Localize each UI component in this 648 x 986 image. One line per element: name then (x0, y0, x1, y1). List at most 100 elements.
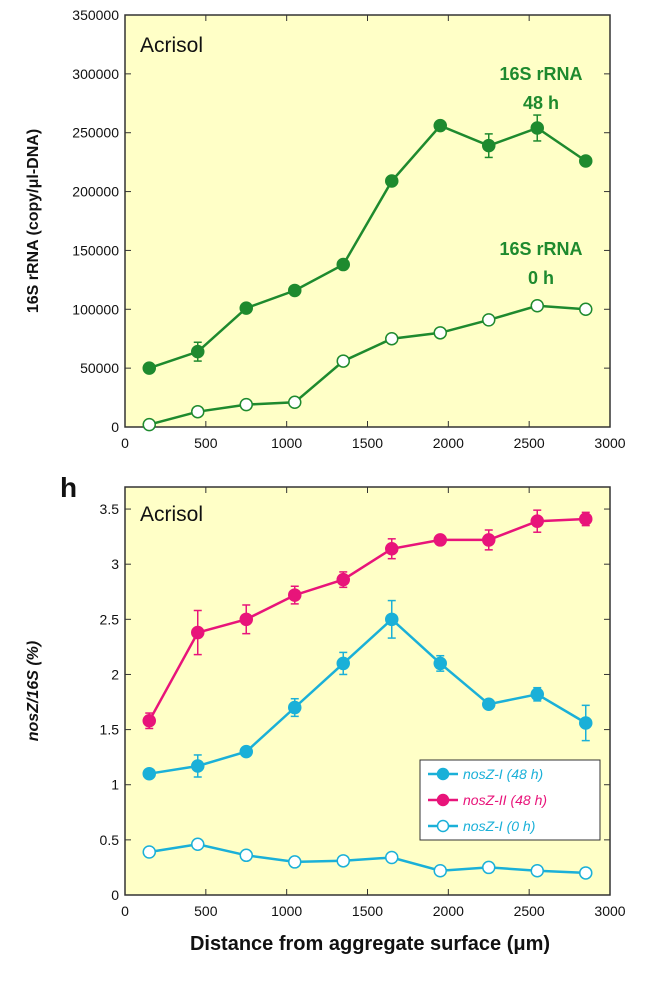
series-line (149, 843, 586, 875)
data-point (288, 855, 302, 869)
panel-nosz: h Acrisol nosZ/16S (%) 00.511.522.533.5 … (25, 472, 626, 919)
legend: nosZ-I (48 h) nosZ-II (48 h) nosZ-I (0 h… (419, 759, 601, 841)
data-point (433, 863, 447, 878)
data-point (579, 716, 593, 730)
panel-16s: Acrisol 16S rRNA (copy/μl-DNA) 0 50000 100… (25, 7, 626, 451)
y-tick-label: 3.5 (100, 501, 120, 517)
series-label-0h-line1: 16S rRNA (499, 239, 582, 259)
data-point (239, 397, 253, 412)
data-point (433, 118, 447, 133)
x-tick-label: 3000 (594, 903, 625, 919)
series-label-48h-line2: 48 h (523, 93, 559, 113)
y-axis-label: nosZ/16S (%) (25, 641, 42, 741)
data-point (433, 656, 447, 671)
y-tick-label: 200000 (72, 184, 119, 200)
data-point (530, 121, 544, 135)
panel-annotation: Acrisol (140, 503, 203, 526)
data-point (142, 845, 156, 859)
series-1 (142, 299, 593, 432)
y-ticks: 0 50000 100000 150000 200000 250000 300000 3500… (72, 7, 610, 435)
y-tick-label: 1 (111, 777, 119, 793)
y-tick-label: 100000 (72, 301, 119, 317)
data-point (239, 744, 253, 759)
x-tick-label: 1500 (352, 435, 383, 451)
data-point (191, 625, 205, 640)
legend-entry-nosz-ii-48h: nosZ-II (48 h) (428, 792, 547, 808)
data-point (336, 257, 350, 272)
y-tick-label: 0.5 (100, 832, 120, 848)
data-point (530, 863, 544, 878)
x-tick-label: 500 (194, 903, 218, 919)
series-0 (142, 114, 593, 375)
series-line (148, 304, 586, 426)
x-ticks: 0 500 1000 1500 2000 2500 3000 (121, 15, 626, 451)
series-label-48h: 16S rRNA 48 h (499, 64, 582, 113)
data-point (385, 612, 399, 627)
x-tick-label: 0 (121, 903, 129, 919)
data-point (142, 417, 156, 432)
data-point (288, 588, 302, 602)
x-tick-label: 3000 (594, 435, 625, 451)
data-point (530, 687, 544, 702)
data-point (482, 860, 496, 875)
y-tick-label: 0 (111, 419, 119, 435)
y-tick-label: 1.5 (100, 722, 120, 738)
data-point (385, 331, 399, 346)
data-point (482, 313, 496, 327)
x-axis-label: Distance from aggregate surface (μm) (190, 933, 550, 955)
x-tick-label: 2000 (433, 903, 464, 919)
y-ticks: 0 0.5 1 1.5 2 2.5 3 3.5 (100, 501, 610, 903)
y-axis-label: 16S rRNA (copy/μl-DNA) (25, 129, 42, 313)
y-tick-label: 2 (111, 666, 119, 682)
series-label-0h-line2: 0 h (528, 268, 554, 288)
data-point (191, 404, 205, 419)
y-tick-label: 300000 (72, 66, 119, 82)
data-point (239, 848, 253, 863)
series-layer (142, 114, 593, 432)
x-tick-label: 0 (121, 435, 129, 451)
series-layer (142, 509, 593, 880)
series-line (148, 517, 586, 722)
data-point (191, 344, 205, 359)
x-ticks: 0 500 1000 1500 2000 2500 3000 (121, 487, 626, 919)
panel-label: h (60, 472, 77, 503)
data-point (191, 837, 205, 852)
data-point (239, 612, 253, 627)
series-label-48h-line1: 16S rRNA (499, 64, 582, 84)
y-tick-label: 150000 (72, 242, 119, 258)
data-point (433, 326, 447, 340)
y-tick-label: 50000 (80, 360, 119, 376)
data-point (288, 283, 302, 298)
data-point (239, 301, 253, 315)
data-point (579, 866, 593, 880)
y-tick-label: 0 (111, 887, 119, 903)
data-point (530, 514, 544, 528)
data-point (336, 854, 350, 868)
data-point (579, 512, 593, 526)
legend-label: nosZ-I (48 h) (463, 766, 543, 782)
data-point (142, 766, 156, 781)
x-tick-label: 1000 (271, 435, 302, 451)
x-tick-label: 2000 (433, 435, 464, 451)
x-tick-label: 500 (194, 435, 218, 451)
legend-label: nosZ-II (48 h) (463, 792, 547, 808)
x-tick-label: 1500 (352, 903, 383, 919)
series-line (148, 124, 587, 370)
data-point (142, 714, 156, 728)
y-tick-label: 250000 (72, 125, 119, 141)
data-point (288, 395, 302, 410)
y-tick-label: 2.5 (100, 611, 120, 627)
series-2 (142, 837, 593, 880)
data-point (336, 572, 350, 587)
y-tick-label: 350000 (72, 7, 119, 23)
data-point (336, 354, 350, 368)
y-tick-label: 3 (111, 556, 119, 572)
legend-label: nosZ-I (0 h) (463, 818, 535, 834)
data-point (482, 138, 496, 153)
legend-entry-nosz-i-48h: nosZ-I (48 h) (428, 766, 543, 782)
data-point (336, 656, 350, 671)
x-tick-label: 2500 (514, 903, 545, 919)
data-point (579, 154, 593, 168)
series-0 (142, 599, 593, 781)
